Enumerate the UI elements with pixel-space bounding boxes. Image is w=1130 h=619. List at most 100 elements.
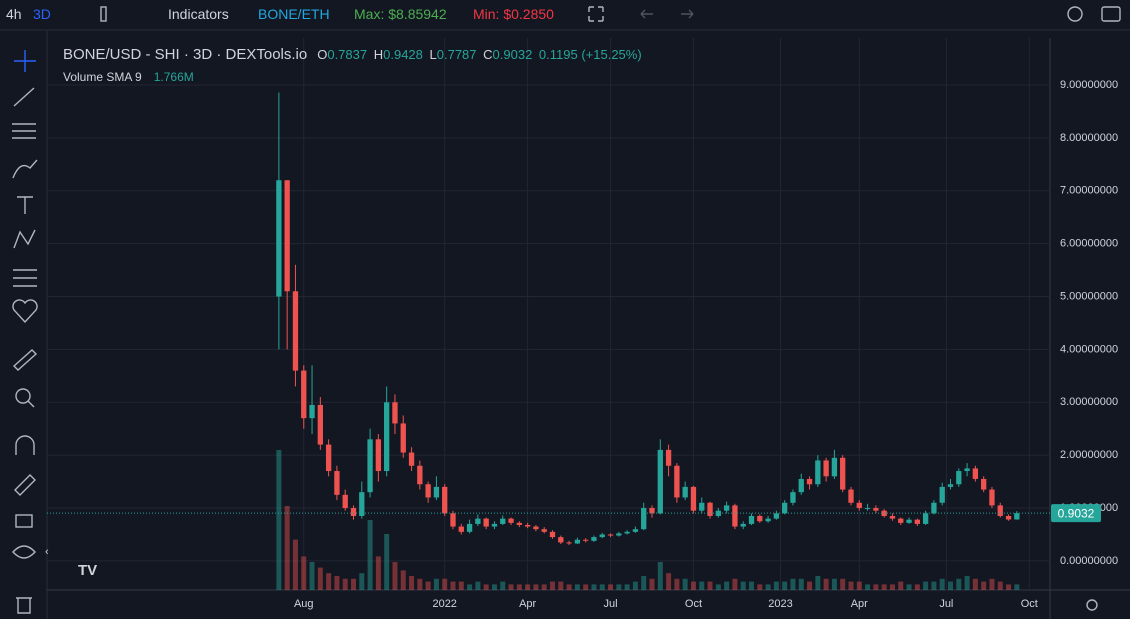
x-tick-label: 2023 — [768, 598, 792, 610]
high-value: 0.9428 — [383, 47, 423, 62]
magnet-tool[interactable] — [15, 435, 35, 455]
volume-bar — [898, 581, 904, 590]
interval[interactable]: 4h — [6, 6, 22, 22]
lock-tool[interactable] — [15, 514, 33, 528]
favorites-tool[interactable] — [12, 299, 38, 324]
zoom-tool[interactable] — [15, 388, 35, 408]
change-value: 0.1195 (+15.25%) — [538, 47, 642, 62]
candle-body — [649, 508, 655, 514]
volume-bar — [367, 520, 373, 590]
volume-bar — [375, 556, 381, 590]
candle-body — [425, 484, 431, 498]
candle-body — [707, 502, 713, 516]
candle-body — [848, 489, 854, 503]
volume-bar — [309, 562, 315, 590]
brush-tool[interactable] — [12, 159, 38, 179]
min-price: Min: $0.2850 — [473, 6, 554, 22]
volume-bar — [483, 584, 489, 590]
volume-bar — [475, 581, 481, 590]
ohlc-label: H — [373, 47, 384, 62]
candle-body — [956, 471, 962, 485]
candle-body — [864, 508, 871, 510]
hide-tool[interactable] — [12, 545, 36, 559]
candle-body — [981, 478, 987, 490]
volume-bar — [400, 570, 406, 590]
open-value: 0.7837 — [327, 47, 368, 62]
axis-settings-button[interactable] — [1086, 599, 1098, 611]
pair-button[interactable]: BONE/ETH — [258, 6, 330, 22]
pattern-tool[interactable] — [13, 229, 36, 249]
undo-button[interactable] — [640, 9, 653, 19]
settings-button[interactable] — [1067, 6, 1083, 22]
candle-body — [997, 505, 1003, 516]
top-icons — [100, 6, 1121, 611]
redo-button[interactable] — [681, 9, 694, 19]
y-tick-label: 9.00000000 — [1060, 79, 1118, 91]
volume-bar — [732, 578, 738, 590]
volume-bar — [292, 539, 298, 590]
candle-body — [823, 460, 829, 477]
x-tick-label: Apr — [851, 598, 868, 610]
snapshot-button[interactable] — [1101, 6, 1121, 22]
candle-body — [715, 510, 721, 516]
close-value: 0.9032 — [492, 47, 533, 62]
volume-bar — [765, 584, 771, 590]
candle-body — [417, 465, 423, 485]
candle-body — [773, 513, 780, 519]
candle-body — [309, 404, 315, 419]
volume-bar — [566, 584, 572, 590]
candle-body — [466, 523, 473, 532]
volume-bar — [906, 584, 912, 590]
y-tick-label: 0.00000000 — [1060, 555, 1118, 567]
fullscreen-button[interactable] — [588, 6, 604, 22]
crosshair-tool[interactable] — [14, 50, 36, 72]
fib-tool[interactable] — [12, 123, 36, 139]
text-tool[interactable] — [17, 196, 33, 214]
volume-bar — [550, 581, 555, 590]
volume-bar — [433, 578, 439, 590]
candle-body — [599, 534, 605, 538]
ohlc-label: O — [317, 47, 328, 62]
candle-body — [914, 519, 920, 524]
candle-body — [392, 402, 398, 424]
volume-bar — [1006, 584, 1012, 590]
indicators-button[interactable]: Indicators — [168, 6, 229, 22]
collapse-arrow[interactable]: ‹ — [45, 546, 49, 558]
candle-body — [500, 518, 506, 524]
lock-drawing-tool[interactable] — [14, 474, 36, 496]
candle-body — [367, 439, 373, 493]
ruler-tool[interactable] — [12, 349, 38, 371]
candle-body — [765, 518, 771, 522]
prediction-tool[interactable] — [13, 269, 37, 287]
volume-bar — [757, 584, 763, 590]
volume-bar — [467, 584, 473, 590]
volume-bar — [392, 562, 398, 590]
volume-bar — [334, 576, 340, 590]
volume-bar — [616, 584, 622, 590]
volume-bar — [690, 581, 696, 590]
candle-body — [591, 537, 597, 541]
candle-body — [840, 457, 846, 490]
candle-body — [889, 515, 896, 519]
candle-body — [657, 449, 663, 514]
delete-tool[interactable] — [16, 597, 32, 614]
x-tick-label: Oct — [685, 598, 702, 610]
trend-line-tool[interactable] — [13, 87, 35, 107]
tv-logo: TV — [78, 562, 97, 579]
candle-body — [533, 526, 539, 530]
candle-body — [375, 439, 382, 472]
candle-body — [276, 180, 282, 297]
candle-body — [873, 508, 879, 511]
volume-bar — [782, 581, 788, 590]
indicator-legend: Volume SMA 9 1.766M — [63, 70, 197, 84]
candle-body — [566, 542, 572, 544]
candle-body — [458, 526, 464, 532]
volume-bar — [790, 578, 796, 590]
chart-type-button[interactable] — [100, 6, 107, 22]
candle-body — [508, 518, 514, 523]
volume-bar — [450, 581, 456, 590]
candle-body — [732, 505, 738, 527]
resolution[interactable]: 3D — [33, 6, 51, 22]
candle-body — [665, 449, 672, 466]
x-tick-label: 2022 — [432, 598, 456, 610]
